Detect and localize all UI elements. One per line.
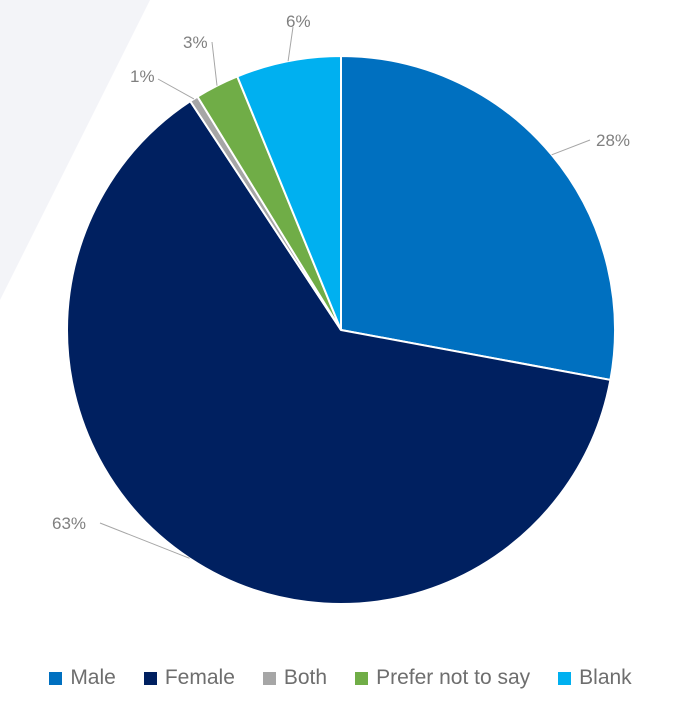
pie-slice-male (340, 54, 616, 382)
legend-item-blank: Blank (558, 666, 632, 690)
leader-line-both (157, 78, 195, 100)
leader-line-male (551, 139, 591, 156)
legend-label-both: Both (283, 666, 328, 689)
data-label-blank: 6% (286, 12, 311, 31)
legend-swatch-female (143, 671, 157, 685)
data-label-prefer-not-to-say: 3% (183, 33, 208, 52)
data-label-female: 63% (52, 514, 86, 533)
pie-chart: 28% 63% 1% 3% 6% (52, 12, 630, 605)
legend-label-female: Female (164, 666, 235, 689)
data-label-both: 1% (130, 67, 155, 86)
legend-label-prefer-not-to-say: Prefer not to say (376, 666, 531, 689)
leader-line-blank (287, 26, 294, 62)
leader-line-female (99, 522, 190, 559)
data-label-male: 28% (596, 131, 630, 150)
legend-label-male: Male (70, 666, 116, 689)
leader-line-prefer-not-to-say (211, 41, 218, 86)
legend-label-blank: Blank (579, 666, 632, 689)
legend-swatch-prefer-not-to-say (355, 671, 369, 685)
legend-swatch-male (49, 671, 63, 685)
legend-item-prefer-not-to-say: Prefer not to say (355, 666, 530, 690)
pie-slice-female (66, 99, 612, 605)
legend-swatch-both (262, 671, 276, 685)
legend-item-female: Female (143, 666, 235, 690)
legend-swatch-blank (558, 671, 572, 685)
chart-legend: Male Female Both Prefer not to say Blank (0, 666, 681, 690)
legend-item-male: Male (49, 666, 116, 690)
legend-item-both: Both (262, 666, 328, 690)
